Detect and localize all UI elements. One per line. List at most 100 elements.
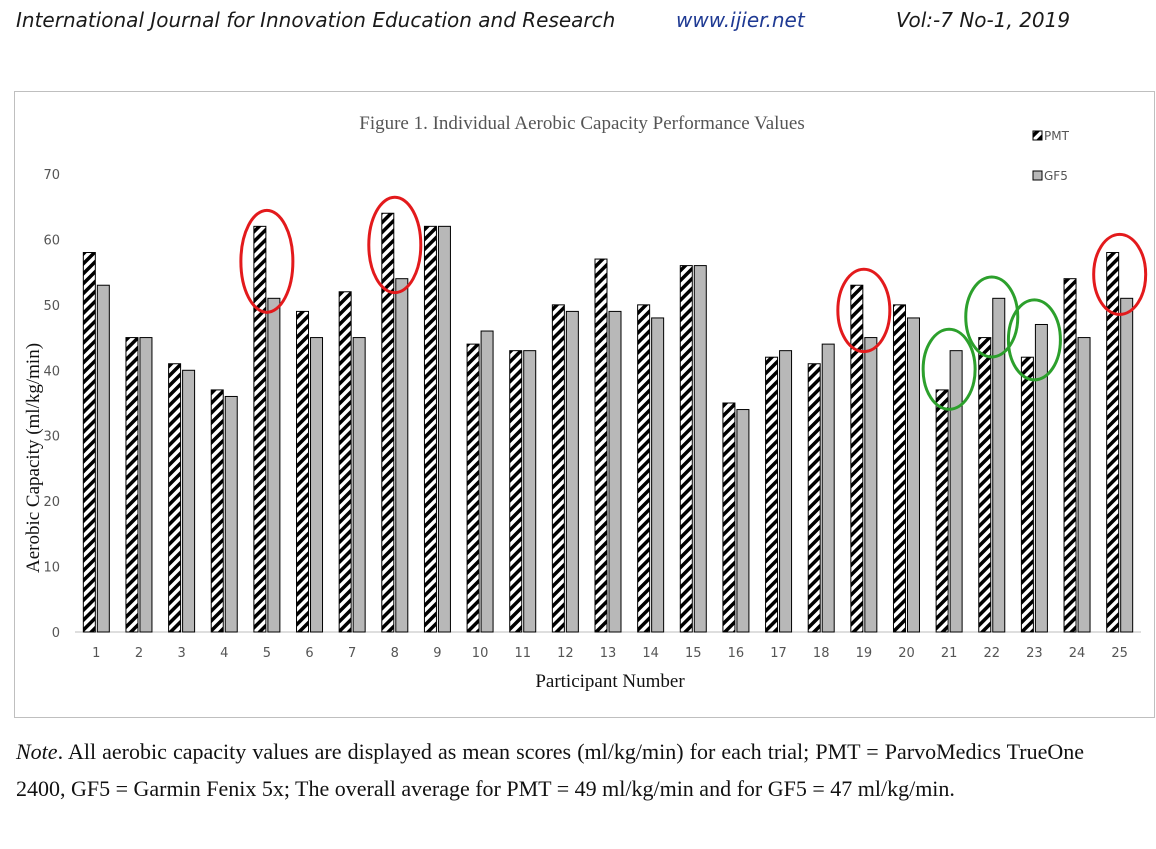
bar-gf5-16 [736, 409, 750, 633]
bar-gf5-11 [523, 350, 537, 633]
x-tick-label: 20 [898, 646, 915, 661]
bar-gf5-25 [1120, 297, 1134, 633]
legend-swatch-gf5 [1032, 170, 1043, 181]
x-tick-label: 12 [557, 646, 574, 661]
annotations [239, 195, 1148, 411]
x-axis-label: Participant Number [535, 671, 685, 692]
chart-title: Figure 1. Individual Aerobic Capacity Pe… [359, 113, 805, 134]
bar-gf5-8 [395, 278, 409, 633]
bar-pmt-17 [765, 356, 779, 633]
highlight-ellipse-25 [1092, 232, 1148, 316]
bar-pmt-12 [551, 304, 565, 633]
journal-volume: Vol:-7 No-1, 2019 [896, 8, 1071, 32]
x-tick-label: 15 [685, 646, 702, 661]
bar-pmt-14 [637, 304, 651, 633]
bar-gf5-17 [779, 350, 793, 633]
bar-gf5-15 [693, 265, 707, 633]
legend-label-pmt: PMT [1044, 129, 1070, 143]
bar-pmt-23 [1020, 356, 1034, 633]
bar-gf5-23 [1034, 323, 1048, 633]
x-tick-label: 3 [177, 646, 185, 661]
bar-pmt-6 [296, 310, 310, 633]
x-tick-label: 10 [472, 646, 489, 661]
bar-pmt-8 [381, 212, 395, 633]
x-tick-label: 9 [433, 646, 441, 661]
figure-note: Note. All aerobic capacity values are di… [16, 733, 1084, 807]
x-tick-label: 1 [92, 646, 100, 661]
y-tick-label: 20 [43, 495, 60, 510]
bar-gf5-1 [96, 284, 110, 633]
highlight-ellipse-5 [239, 208, 295, 314]
y-tick-label: 30 [43, 430, 60, 445]
y-axis-label: Aerobic Capacity (ml/kg/min) [23, 343, 44, 573]
x-tick-label: 22 [983, 646, 1000, 661]
bar-pmt-15 [679, 265, 693, 633]
bar-pmt-16 [722, 402, 736, 633]
x-tick-label: 5 [263, 646, 271, 661]
bar-gf5-6 [310, 337, 324, 633]
x-tick-label: 13 [600, 646, 617, 661]
bar-gf5-4 [224, 395, 238, 633]
x-tick-label: 25 [1111, 646, 1128, 661]
bar-gf5-18 [821, 343, 835, 633]
bar-pmt-9 [423, 225, 437, 633]
highlight-ellipse-23 [1006, 298, 1062, 382]
y-axis: 0 10 20 30 40 50 60 70 [43, 168, 1141, 641]
highlight-ellipse-19 [836, 267, 892, 354]
y-tick-label: 0 [52, 626, 60, 641]
bar-pmt-2 [125, 337, 139, 633]
bar-gf5-21 [949, 350, 963, 633]
bar-gf5-9 [437, 225, 451, 633]
bar-pmt-24 [1063, 278, 1077, 633]
bar-pmt-10 [466, 343, 480, 633]
bar-gf5-12 [565, 310, 579, 633]
x-tick-label: 2 [135, 646, 143, 661]
x-tick-label: 16 [728, 646, 745, 661]
bar-gf5-24 [1077, 337, 1091, 633]
bar-pmt-19 [850, 284, 864, 633]
x-tick-label: 17 [770, 646, 787, 661]
bar-pmt-25 [1106, 252, 1120, 633]
x-tick-label: 24 [1069, 646, 1086, 661]
bar-pmt-20 [892, 304, 906, 633]
bar-pmt-21 [935, 389, 949, 633]
journal-url[interactable]: www.ijier.net [676, 8, 805, 32]
bar-gf5-10 [480, 330, 494, 633]
bar-gf5-5 [267, 297, 281, 633]
bar-pmt-13 [594, 258, 608, 633]
y-tick-label: 60 [43, 233, 60, 248]
x-tick-label: 4 [220, 646, 228, 661]
bar-gf5-13 [608, 310, 622, 633]
x-tick-label: 14 [642, 646, 659, 661]
note-label: Note [16, 739, 58, 764]
x-tick-label: 11 [514, 646, 531, 661]
x-tick-label: 18 [813, 646, 830, 661]
bar-pmt-22 [978, 337, 992, 633]
x-tick-label: 7 [348, 646, 356, 661]
x-tick-label: 19 [856, 646, 873, 661]
bar-gf5-19 [864, 337, 878, 633]
chart-frame: Figure 1. Individual Aerobic Capacity Pe… [14, 91, 1155, 718]
highlight-ellipse-8 [367, 195, 423, 295]
highlight-ellipse-22 [964, 275, 1020, 359]
bar-pmt-11 [509, 350, 523, 633]
x-tick-label: 21 [941, 646, 958, 661]
legend-swatch-pmt [1032, 130, 1043, 141]
bar-pmt-5 [253, 225, 267, 633]
legend-label-gf5: GF5 [1044, 169, 1068, 183]
journal-name: International Journal for Innovation Edu… [16, 8, 616, 32]
highlight-ellipse-21 [921, 327, 977, 411]
y-tick-label: 10 [43, 561, 60, 576]
bar-pmt-7 [338, 291, 352, 633]
bar-gf5-7 [352, 337, 366, 633]
x-axis-ticks: 1 2 3 4 5 6 7 8 9 10 11 12 13 14 15 16 17 18 19 20 21 22 23 24 2… [92, 646, 1128, 661]
y-tick-label: 70 [43, 168, 60, 183]
bars [82, 212, 1134, 633]
y-tick-label: 50 [43, 299, 60, 314]
bar-pmt-4 [210, 389, 224, 633]
bar-gf5-3 [182, 369, 196, 633]
bar-gf5-22 [992, 297, 1006, 633]
bar-pmt-1 [82, 252, 96, 633]
x-tick-label: 6 [305, 646, 313, 661]
bar-pmt-18 [807, 363, 821, 633]
